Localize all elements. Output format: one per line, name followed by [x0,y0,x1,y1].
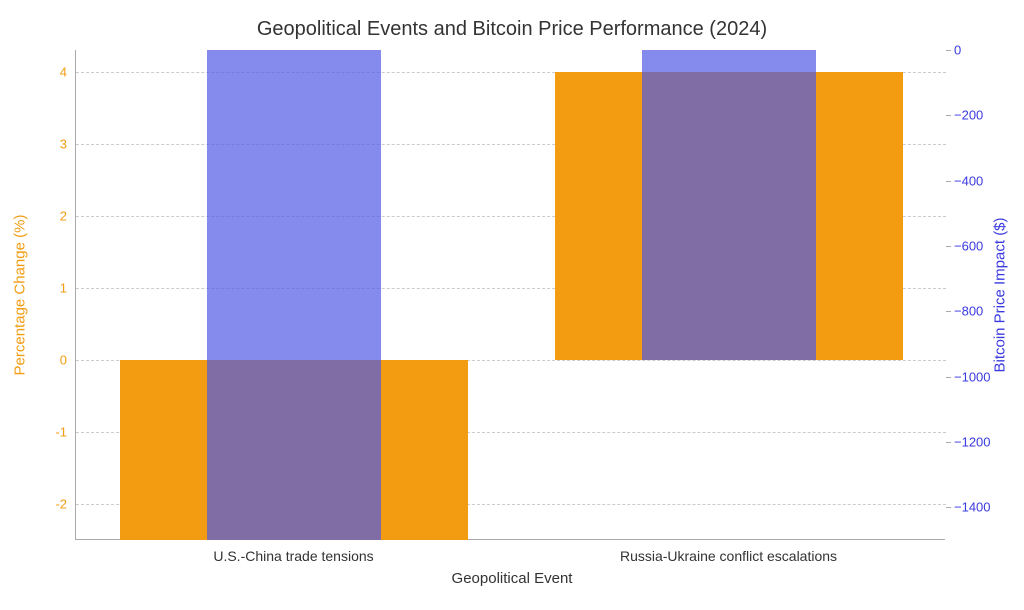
y2-tick-label: −1400 [954,500,991,515]
chart-title: Geopolitical Events and Bitcoin Price Pe… [0,18,1024,41]
y2-tick-mark [946,181,951,182]
y1-tick-label: -1 [55,424,67,439]
y1-tick-label: 0 [60,352,67,367]
y2-tick-mark [946,115,951,116]
y1-tick-label: -2 [55,496,67,511]
y2-tick-label: −1000 [954,369,991,384]
plot-area: -2-101234−1400−1200−1000−800−600−400−200… [75,50,945,540]
y1-tick-label: 3 [60,136,67,151]
y2-tick-mark [946,442,951,443]
y2-tick-label: −600 [954,239,983,254]
y1-tick-label: 4 [60,64,67,79]
bar-price-impact [207,50,381,540]
y2-tick-mark [946,377,951,378]
x-tick-label: U.S.-China trade tensions [213,548,373,564]
bar-price-impact [642,50,816,360]
y2-tick-mark [946,311,951,312]
y1-tick-label: 2 [60,208,67,223]
chart-container: -2-101234−1400−1200−1000−800−600−400−200… [75,50,945,540]
y2-tick-label: 0 [954,43,961,58]
y2-tick-label: −800 [954,304,983,319]
x-tick-label: Russia-Ukraine conflict escalations [620,548,837,564]
x-axis-title: Geopolitical Event [0,570,1024,587]
y2-tick-label: −200 [954,108,983,123]
y2-tick-label: −400 [954,173,983,188]
y2-tick-label: −1200 [954,435,991,450]
y2-tick-mark [946,246,951,247]
y1-axis-title: Percentage Change (%) [12,215,29,376]
y1-tick-label: 1 [60,280,67,295]
y2-tick-mark [946,50,951,51]
y2-axis-title: Bitcoin Price Impact ($) [992,217,1009,372]
y2-tick-mark [946,507,951,508]
